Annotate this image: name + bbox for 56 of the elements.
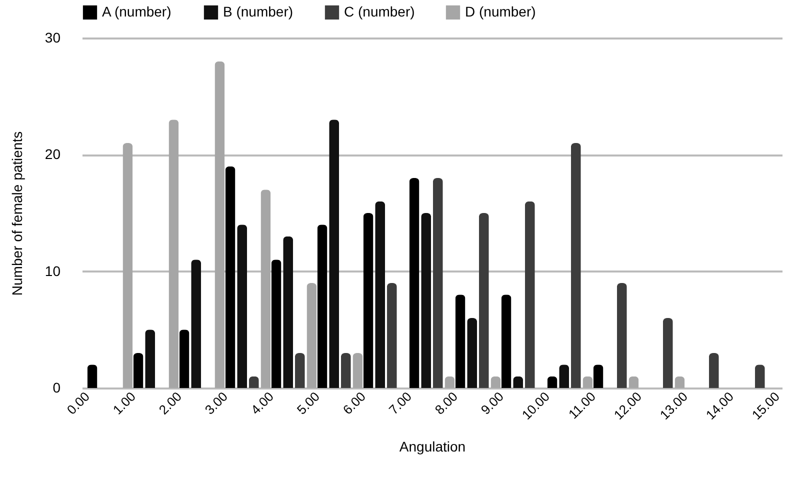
bar: [145, 330, 156, 388]
bar: [340, 353, 351, 388]
x-tick-label: 1.00: [110, 388, 138, 418]
x-tick-label: 3.00: [202, 388, 230, 418]
bar: [260, 190, 271, 388]
x-tick-label: 9.00: [478, 388, 506, 418]
bar: [478, 213, 489, 388]
bar: [409, 178, 420, 388]
y-tick-label: 30: [44, 30, 61, 46]
x-axis-title: Angulation: [399, 438, 466, 454]
bar: [329, 120, 340, 388]
bar: [570, 143, 581, 388]
bar: [375, 201, 386, 388]
bar: [122, 143, 133, 388]
bar: [754, 364, 765, 388]
bar: [386, 283, 397, 388]
bar: [616, 283, 627, 388]
bar: [283, 236, 294, 388]
bar: [225, 166, 236, 388]
x-tick-label: 7.00: [386, 388, 414, 418]
bar: [306, 283, 317, 388]
bar: [593, 364, 604, 388]
bar: [271, 260, 282, 388]
bar: [168, 120, 179, 388]
x-tick-label: 6.00: [340, 388, 368, 418]
bar: [294, 353, 305, 388]
bar: [662, 318, 673, 388]
bar: [214, 61, 225, 388]
y-tick-label: 10: [44, 262, 61, 279]
bar: [87, 364, 98, 388]
bar: [467, 318, 478, 388]
bar: [191, 260, 202, 388]
bar: [317, 224, 328, 388]
bar: [708, 353, 719, 388]
bar: [352, 353, 363, 388]
bar: [501, 294, 512, 388]
bar: [133, 353, 144, 388]
bar: [363, 213, 374, 388]
legend-label: D (number): [465, 3, 536, 20]
x-tick-label: 5.00: [294, 388, 322, 418]
bar: [237, 224, 248, 388]
y-axis-title: Number of female patients: [8, 131, 25, 296]
bar: [432, 178, 443, 388]
x-tick-label: 4.00: [248, 388, 276, 418]
legend-label: B (number): [223, 3, 294, 20]
bar: [455, 294, 466, 388]
y-tick-label: 0: [52, 380, 61, 396]
bar: [559, 364, 570, 388]
legend-label: C (number): [344, 3, 415, 20]
bar: [179, 330, 190, 388]
bar: [524, 201, 535, 388]
x-tick-label: 0.00: [64, 388, 92, 418]
y-tick-label: 20: [44, 146, 61, 162]
legend-label: A (number): [102, 3, 172, 20]
x-tick-label: 8.00: [432, 388, 460, 418]
bar: [421, 213, 432, 388]
